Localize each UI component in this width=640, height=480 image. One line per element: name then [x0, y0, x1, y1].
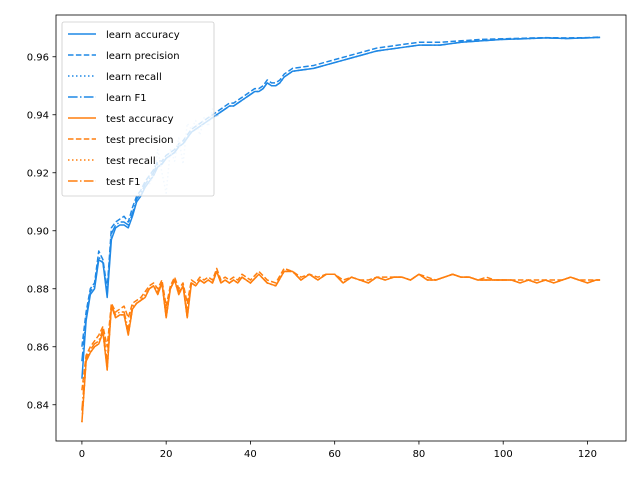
- legend-box: [61, 21, 215, 197]
- x-tick-label: 100: [494, 449, 513, 460]
- y-tick-label: 0.86: [27, 342, 49, 353]
- legend-label-test-F1: test F1: [106, 177, 141, 188]
- x-tick-label: 120: [578, 449, 597, 460]
- legend: learn accuracy learn precision learn recal…: [61, 21, 215, 197]
- x-tick-label: 0: [79, 449, 85, 460]
- legend-label-learn-F1: learn F1: [106, 93, 147, 104]
- y-tick-label: 0.92: [27, 168, 49, 179]
- series-line-test-precision: [81, 267, 601, 391]
- plot-frame: [55, 14, 627, 442]
- x-tick-label: 60: [328, 449, 341, 460]
- legend-label-test-precision: test precision: [106, 135, 174, 146]
- y-tick-label: 0.88: [27, 284, 49, 295]
- legend-label-learn-precision: learn precision: [106, 51, 180, 62]
- series-line-learn-F1: [81, 36, 601, 362]
- y-tick-label: 0.84: [27, 400, 49, 411]
- legend-label-test-recall: test recall: [106, 156, 156, 167]
- x-tick-label: 80: [413, 449, 426, 460]
- y-tick-label: 0.90: [27, 226, 49, 237]
- series-line-learn-precision: [81, 36, 601, 347]
- x-axis: 0 20 40 60 80 100 120: [79, 441, 597, 460]
- y-tick-label: 0.96: [27, 52, 49, 63]
- series-line-test-F1: [81, 270, 601, 411]
- legend-label-learn-recall: learn recall: [106, 72, 162, 83]
- legend-label-learn-accuracy: learn accuracy: [106, 30, 180, 41]
- x-tick-label: 20: [160, 449, 173, 460]
- x-tick-label: 40: [244, 449, 257, 460]
- legend-label-test-accuracy: test accuracy: [106, 114, 174, 125]
- y-axis: 0.84 0.86 0.88 0.90 0.92 0.94 0.96: [27, 52, 56, 411]
- series-layer: [81, 36, 601, 423]
- y-tick-label: 0.94: [27, 110, 49, 121]
